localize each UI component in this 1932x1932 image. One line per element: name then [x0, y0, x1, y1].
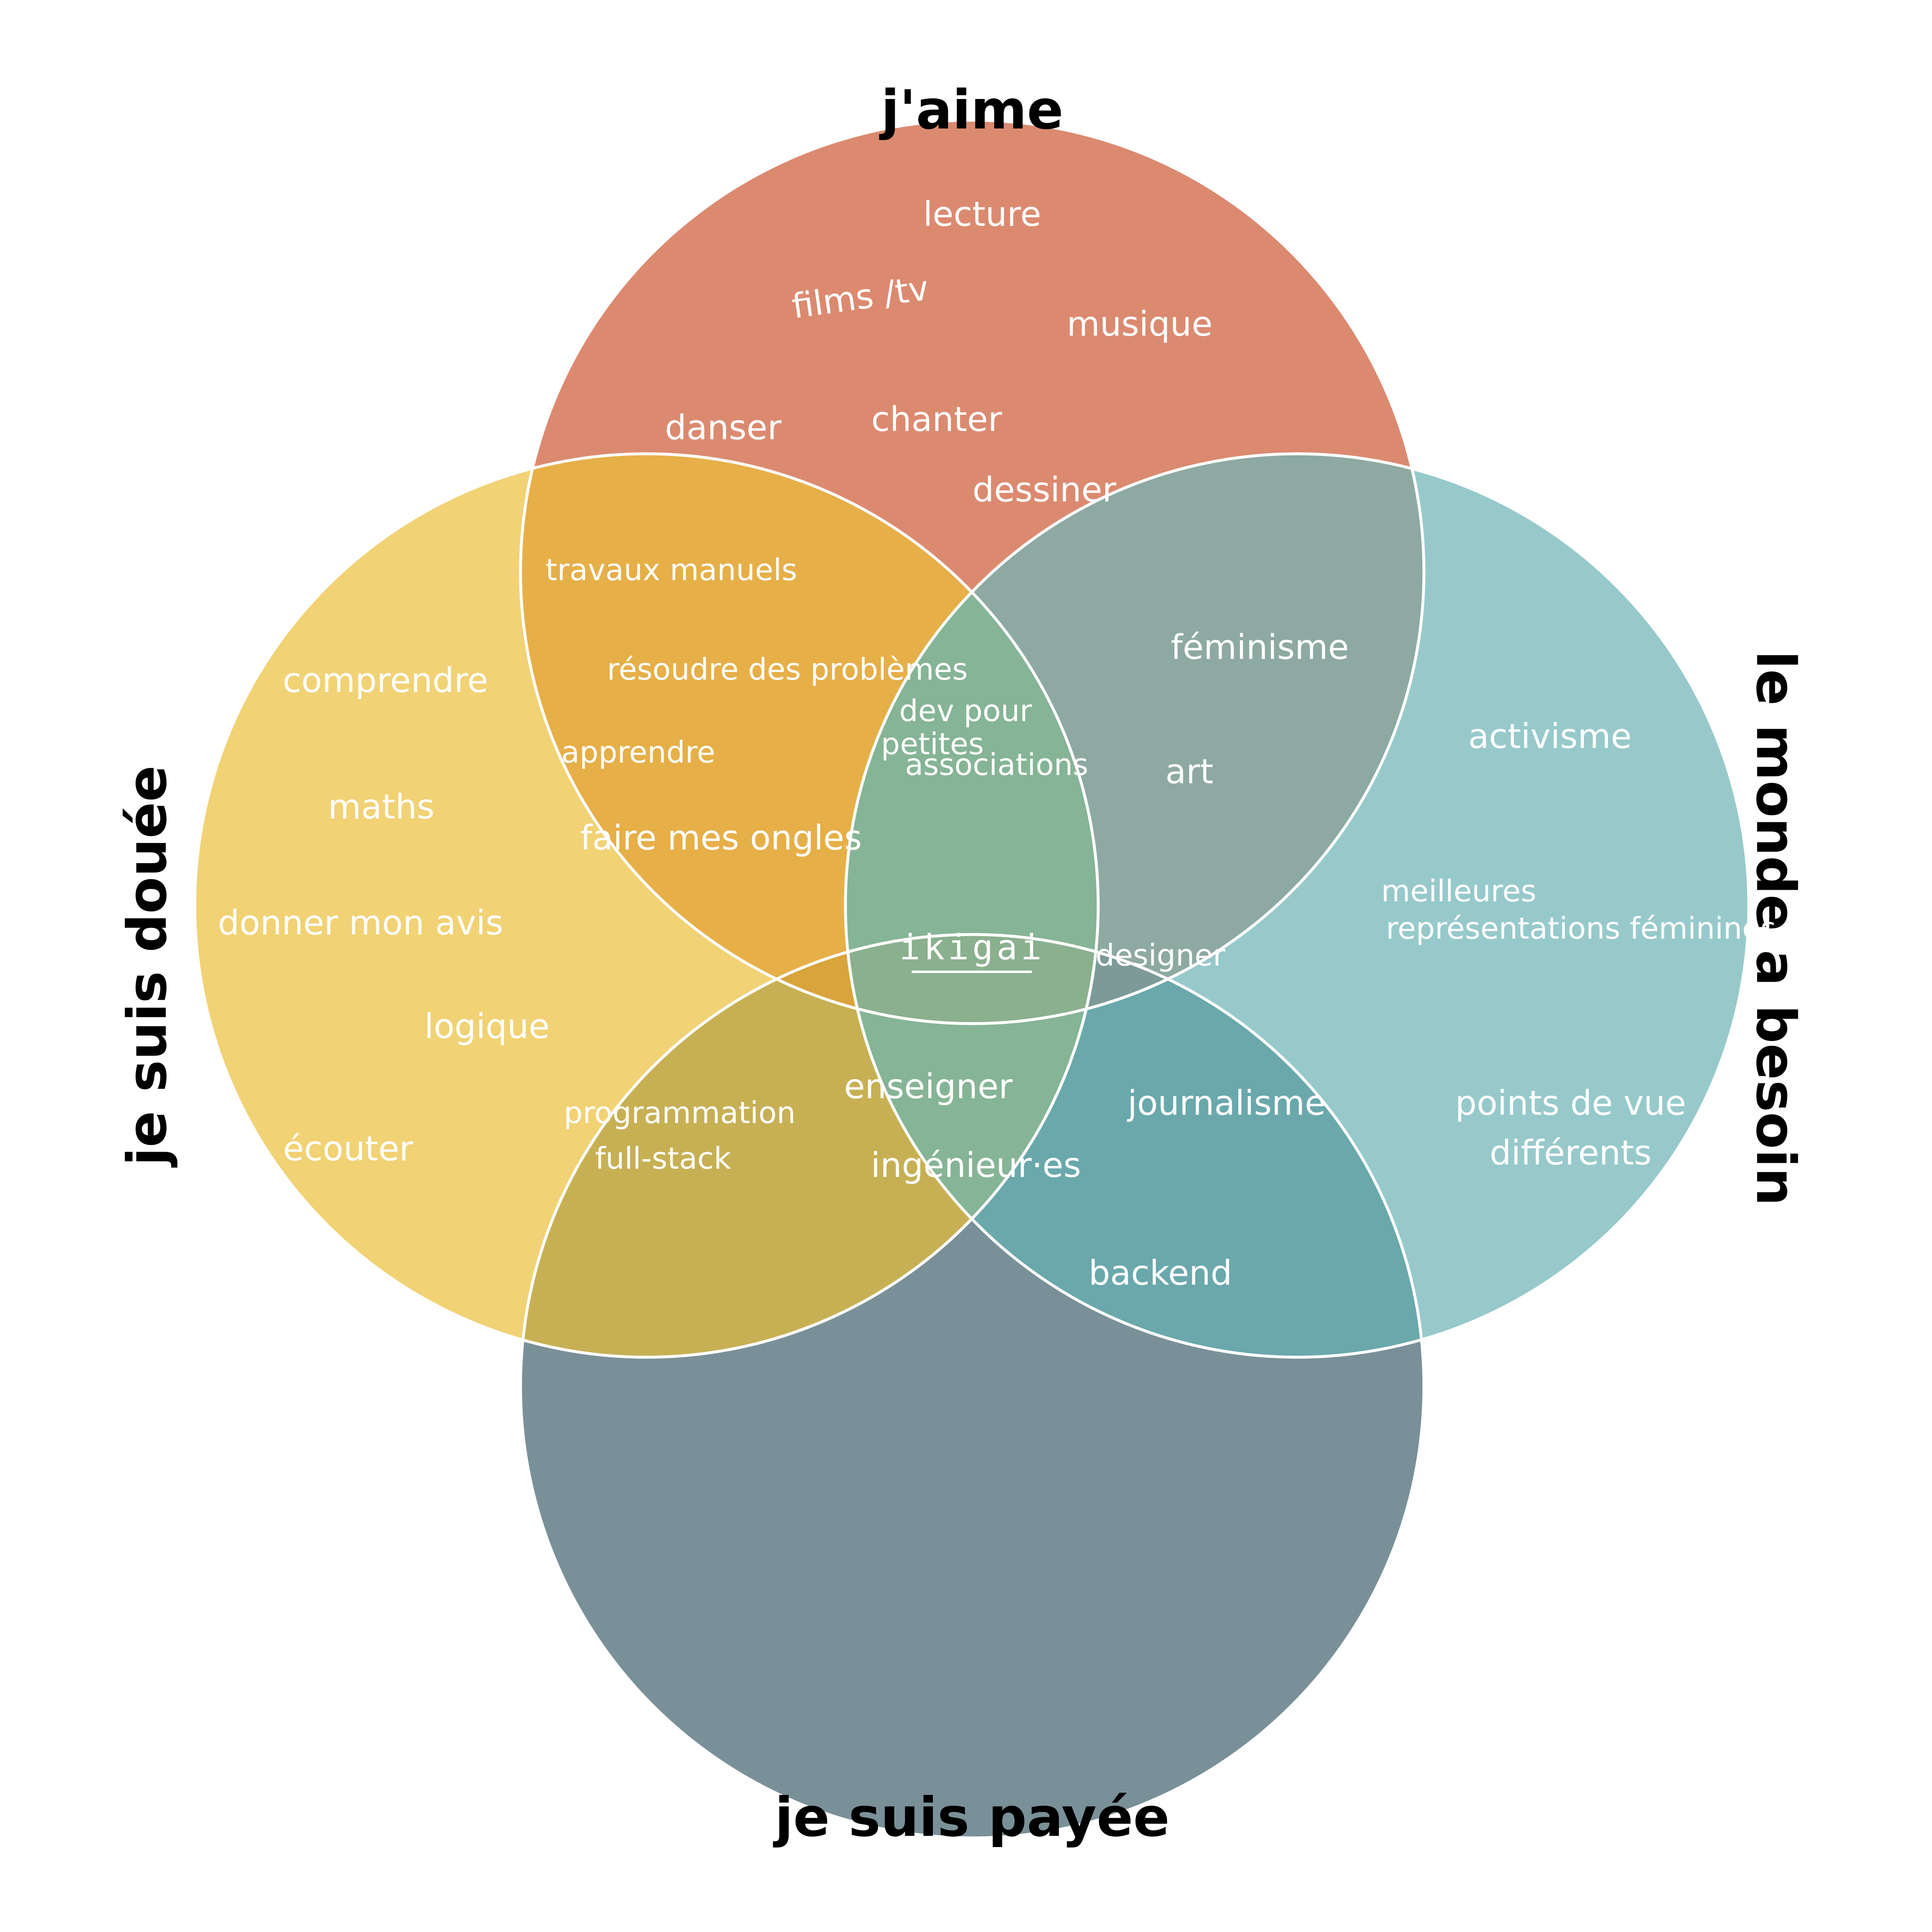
item-programmation: programmation — [564, 1095, 796, 1130]
item-activisme: activisme — [1468, 717, 1632, 756]
item-feminisme: féminisme — [1171, 628, 1349, 667]
item-comprendre: comprendre — [283, 661, 488, 700]
item-chanter: chanter — [871, 400, 1002, 439]
item-danser: danser — [665, 408, 781, 448]
overlap-besoin-payee — [845, 935, 1424, 1357]
item-meilleures: meilleures — [1381, 874, 1536, 908]
title-le-monde-a-besoin: le monde a besoin — [1744, 651, 1807, 1206]
item-travaux-manuels: travaux manuels — [545, 552, 797, 587]
item-lecture: lecture — [923, 195, 1041, 234]
item-associations: associations — [905, 747, 1088, 782]
item-designer: designer — [1096, 938, 1225, 973]
item-backend: backend — [1089, 1254, 1232, 1293]
item-ecouter: écouter — [283, 1129, 413, 1169]
item-dessiner: dessiner — [973, 470, 1116, 510]
item-logique: logique — [424, 1007, 550, 1046]
center-ikigai: ikigai — [899, 927, 1045, 968]
outlines — [193, 119, 1750, 1840]
item-resoudre-des-problemes: résoudre des problèmes — [607, 652, 968, 687]
item-journalisme: journalisme — [1127, 1084, 1326, 1123]
item-full-stack: full-stack — [595, 1141, 731, 1176]
item-maths: maths — [328, 787, 435, 827]
item-dev-pour: dev pour — [899, 693, 1032, 728]
item-ingenieur-es: ingénieur·es — [871, 1146, 1081, 1185]
title-je-suis-payee: je suis payée — [773, 1786, 1170, 1849]
item-faire-mes-ongles: faire mes ongles — [580, 818, 862, 858]
item-points-de-vue: points de vue — [1455, 1084, 1686, 1123]
item-petites: petites — [881, 726, 984, 761]
overlap-douee-payee — [521, 935, 1098, 1357]
item-art: art — [1165, 752, 1213, 792]
item-representations-feminines: représentations féminines — [1386, 911, 1776, 946]
title-je-suis-douee: je suis douée — [116, 765, 179, 1168]
item-donner-mon-avis: donner mon avis — [218, 903, 504, 943]
item-differents: différents — [1490, 1133, 1652, 1173]
title-j-aime: j'aime — [879, 78, 1063, 141]
item-musique: musique — [1067, 305, 1213, 344]
item-enseigner: enseigner — [844, 1067, 1013, 1106]
item-apprendre: apprendre — [561, 735, 715, 770]
